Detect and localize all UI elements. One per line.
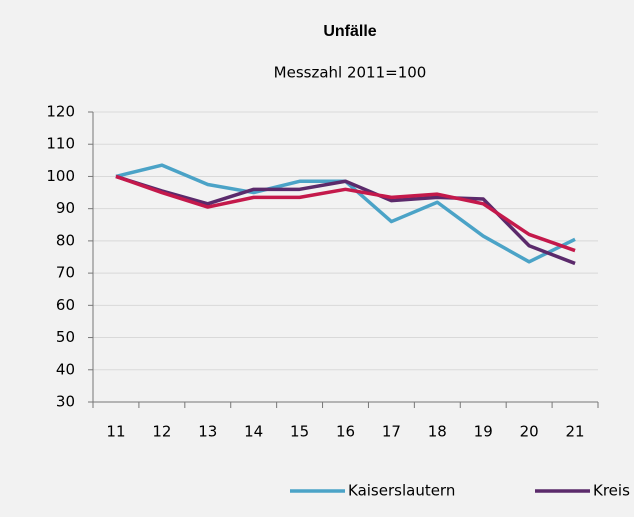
y-tick-label: 50 (56, 328, 75, 346)
x-tick-label: 11 (106, 423, 125, 441)
x-tick-label: 19 (474, 423, 493, 441)
x-tick-label: 15 (290, 423, 309, 441)
y-tick-label: 40 (56, 360, 75, 378)
y-tick-label: 110 (46, 135, 75, 153)
series-line (115, 174, 576, 253)
legend-label: Kaiserslautern (348, 482, 455, 500)
chart-title: Unfälle (323, 23, 376, 40)
y-tick-label: 120 (46, 103, 75, 121)
x-tick-label: 14 (244, 423, 263, 441)
y-tick-label: 60 (56, 296, 75, 314)
x-tick-label: 18 (428, 423, 447, 441)
legend-label: Kreis (593, 482, 630, 500)
x-tick-label: 17 (382, 423, 401, 441)
x-tick-label: 12 (152, 423, 171, 441)
y-tick-label: 90 (56, 199, 75, 217)
chart-subtitle: Messzahl 2011=100 (274, 64, 427, 82)
y-tick-label: 70 (56, 264, 75, 282)
x-tick-label: 13 (198, 423, 217, 441)
y-tick-label: 100 (46, 167, 75, 185)
y-tick-label: 30 (56, 393, 75, 411)
x-tick-label: 16 (336, 423, 355, 441)
y-tick-label: 80 (56, 231, 75, 249)
x-tick-label: 21 (565, 423, 584, 441)
x-tick-label: 20 (520, 423, 539, 441)
